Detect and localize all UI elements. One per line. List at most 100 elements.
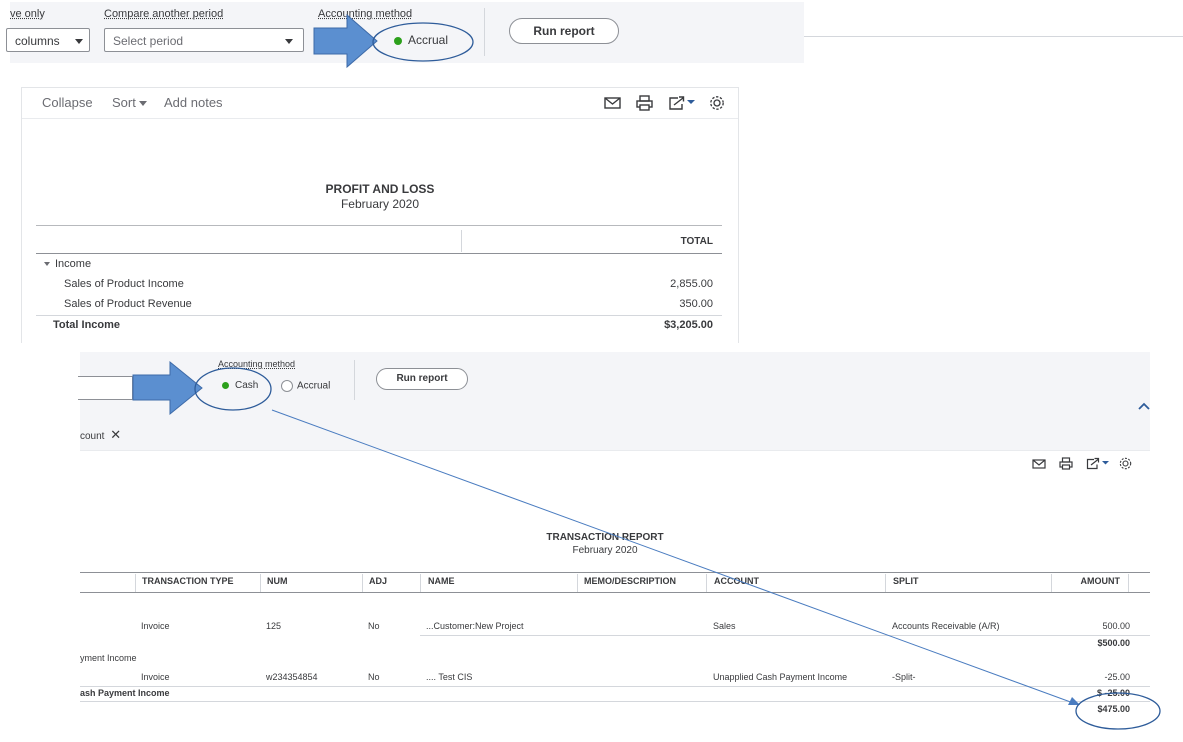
cell-amount: 500.00	[1102, 621, 1130, 631]
tx-report-period: February 2020	[572, 545, 638, 556]
col-divider	[260, 574, 261, 592]
col-divider	[1051, 574, 1052, 592]
pl-total-label: Total Income	[53, 319, 121, 331]
cell-num: 125	[266, 621, 282, 631]
caret-down-icon	[44, 262, 50, 267]
add-notes-link[interactable]: Add notes	[164, 95, 223, 110]
column-divider	[461, 230, 462, 252]
col-divider	[1128, 574, 1129, 592]
compare-period-select[interactable]: Select period	[104, 28, 304, 52]
chevron-down-icon	[285, 39, 293, 44]
col-header-split[interactable]: SPLIT	[893, 576, 919, 586]
print-icon[interactable]	[1059, 457, 1073, 470]
export-icon[interactable]	[668, 95, 696, 111]
col-header-account[interactable]: ACCOUNT	[714, 576, 759, 586]
export-icon[interactable]	[1086, 457, 1111, 470]
email-icon[interactable]	[604, 97, 621, 109]
cell-split: Accounts Receivable (A/R)	[892, 621, 1000, 631]
total-column-header: TOTAL	[680, 236, 713, 247]
pl-report-panel: Collapse Sort Add notes PROFIT AND LOSS …	[21, 87, 739, 343]
pl-total-value[interactable]: $3,205.00	[664, 319, 713, 331]
group-total-label: ash Payment Income	[80, 688, 170, 698]
col-header-name[interactable]: NAME	[428, 576, 455, 586]
cell-name: .... Test CIS	[426, 672, 473, 682]
table-row[interactable]: Invoice w234354854 No .... Test CIS Unap…	[80, 671, 1150, 685]
pl-row: Sales of Product Revenue 350.00	[22, 298, 738, 316]
pl-row-value[interactable]: 2,855.00	[670, 278, 713, 290]
settings-gear-icon[interactable]	[1118, 456, 1133, 471]
email-icon[interactable]	[1032, 459, 1046, 469]
sort-label: Sort	[112, 95, 136, 110]
col-divider	[420, 574, 421, 592]
chevron-down-icon	[75, 39, 83, 44]
group-subtotal[interactable]: $ -25.00	[1096, 688, 1130, 698]
radio-accrual-label: Accrual	[408, 33, 449, 47]
collapse-link[interactable]: Collapse	[42, 95, 93, 110]
col-divider	[135, 574, 136, 592]
table-row[interactable]: Invoice 125 No ...Customer:New Project S…	[80, 620, 1150, 634]
compare-period-placeholder: Select period	[113, 34, 184, 48]
radio-cash[interactable]: Cash	[222, 380, 258, 391]
radio-accrual-label: Accrual	[297, 380, 331, 392]
accounting-method-label: Accounting method	[318, 8, 413, 20]
tx-report-title: TRANSACTION REPORT	[546, 532, 664, 543]
radio-accrual[interactable]: Accrual	[394, 33, 448, 47]
col-header-num[interactable]: NUM	[267, 576, 288, 586]
income-section-row[interactable]: Income	[44, 258, 91, 270]
tx-toolbar	[80, 450, 1150, 477]
cell-account: Sales	[713, 621, 736, 631]
col-divider	[362, 574, 363, 592]
divider	[354, 360, 355, 400]
run-report-button[interactable]: Run report	[376, 368, 468, 390]
radio-cash-label: Cash	[235, 380, 259, 391]
pl-row-label: Sales of Product Revenue	[64, 298, 192, 310]
columns-dropdown-value: columns	[15, 34, 60, 48]
page-rule	[804, 36, 1183, 37]
pl-total-row: Total Income $3,205.00	[22, 319, 738, 337]
grand-total[interactable]: $475.00	[1097, 704, 1130, 714]
total-rule	[36, 315, 722, 316]
cell-split: -Split-	[892, 672, 916, 682]
cell-type: Invoice	[141, 621, 170, 631]
close-icon[interactable]: ✕	[110, 427, 122, 442]
col-divider	[706, 574, 707, 592]
top-settings-bar: ve only columns Compare another period S…	[6, 2, 804, 63]
pl-row-label: Sales of Product Income	[64, 278, 184, 290]
cell-type: Invoice	[141, 672, 170, 682]
filter-chip-label: count	[80, 431, 105, 442]
pl-report-title: PROFIT AND LOSS	[325, 182, 435, 196]
pl-row: Sales of Product Income 2,855.00	[22, 278, 738, 296]
group-label: yment Income	[80, 653, 137, 663]
bottom-settings-bar: Accounting method Cash Accrual Run repor…	[78, 352, 1150, 408]
cell-adj: No	[368, 621, 380, 631]
subtotal-rule	[80, 686, 1150, 687]
col-header-memo[interactable]: MEMO/DESCRIPTION	[584, 576, 677, 586]
header-bottom-rule	[36, 253, 722, 254]
settings-gear-icon[interactable]	[708, 94, 726, 112]
subtotal-rule	[420, 635, 1150, 636]
col-header-adj[interactable]: ADJ	[369, 576, 388, 586]
cut-option-label: ve only	[10, 8, 45, 20]
grand-total-rule	[80, 701, 1150, 702]
radio-selected-icon	[394, 36, 402, 45]
print-icon[interactable]	[636, 95, 653, 111]
cell-account: Unapplied Cash Payment Income	[713, 672, 848, 682]
table-top-rule	[36, 225, 722, 226]
col-divider	[885, 574, 886, 592]
accounting-method-label: Accounting method	[218, 359, 296, 369]
group-subtotal[interactable]: $500.00	[1097, 638, 1130, 648]
col-divider	[577, 574, 578, 592]
divider	[484, 8, 485, 56]
filter-chip[interactable]: count ✕	[80, 427, 121, 443]
cell-name: ...Customer:New Project	[426, 621, 524, 631]
cut-input[interactable]	[78, 376, 133, 400]
compare-period-label: Compare another period	[104, 8, 224, 20]
chevron-up-icon[interactable]	[1138, 402, 1150, 410]
sort-dropdown[interactable]: Sort	[112, 95, 148, 110]
columns-dropdown[interactable]: columns	[6, 28, 90, 52]
col-header-amount[interactable]: AMOUNT	[1080, 576, 1121, 586]
run-report-button[interactable]: Run report	[509, 18, 619, 44]
pl-row-value[interactable]: 350.00	[679, 298, 713, 310]
radio-accrual[interactable]: Accrual	[281, 380, 330, 392]
col-header-transaction-type[interactable]: TRANSACTION TYPE	[142, 576, 234, 586]
